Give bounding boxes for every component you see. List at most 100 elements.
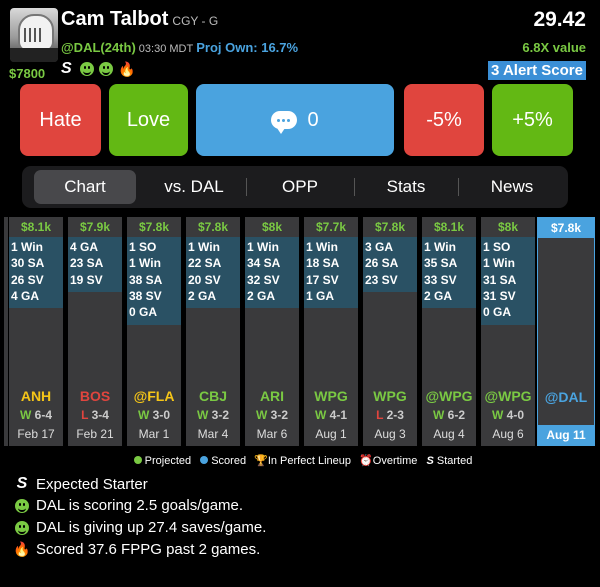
player-name[interactable]: Cam Talbot CGY - G — [61, 8, 218, 31]
result-letter: W — [196, 408, 209, 422]
scored-dot-icon — [200, 456, 209, 464]
column-opponent: @FLA — [133, 388, 175, 404]
started-s-icon: S — [61, 60, 72, 77]
stat-line: 1 Win — [483, 256, 515, 271]
stat-line: 19 SV — [70, 272, 103, 287]
love-button[interactable]: Love — [109, 84, 188, 156]
stat-line: 2 GA — [188, 288, 217, 303]
result-letter: W — [491, 408, 504, 422]
column-result: L 2-3 — [363, 408, 417, 422]
tab-chart[interactable]: Chart — [34, 170, 136, 204]
stat-line: 1 Win — [247, 240, 279, 254]
column-date: Mar 1 — [138, 427, 170, 441]
column-footer — [304, 385, 358, 446]
tab-stats[interactable]: Stats — [386, 177, 426, 196]
column-footer — [68, 385, 122, 446]
column-result: W 4-0 — [481, 408, 535, 422]
result-score: 6-4 — [34, 408, 52, 422]
trophy-icon: 🏆 — [254, 455, 268, 467]
opponent-rank: @DAL(24th) — [61, 40, 136, 55]
stat-line: 20 SV — [188, 272, 221, 287]
tab-vs-dal[interactable]: vs. DAL — [164, 177, 224, 196]
upcoming-game-column[interactable]: $7.8k @DAL Aug 11 — [537, 217, 595, 446]
column-opponent: WPG — [373, 388, 407, 404]
minus-5-label: -5% — [426, 108, 462, 131]
scored-bar — [481, 237, 535, 325]
stat-line: 30 SA — [11, 256, 45, 271]
alert-score-badge[interactable]: 3 Alert Score — [488, 61, 586, 80]
scored-bar — [245, 237, 299, 309]
column-date: Feb 21 — [76, 427, 114, 441]
column-opponent: WPG — [314, 388, 348, 404]
column-footer — [422, 385, 476, 446]
stat-line: 1 Win — [306, 240, 338, 254]
scored-bar — [422, 237, 476, 309]
stat-line: 1 SO — [129, 240, 157, 254]
column-date: Mar 6 — [256, 427, 288, 441]
minus-5-percent-button[interactable]: -5% — [404, 84, 484, 156]
column-salary: $8k — [497, 220, 519, 234]
column-date: Mar 4 — [197, 427, 229, 441]
upcoming-salary: $7.8k — [538, 218, 594, 238]
tab-opp[interactable]: OPP — [282, 177, 318, 196]
note-text: Expected Starter — [36, 475, 148, 493]
column-stats: 1 Win 30 SA 26 SV 4 GA — [9, 239, 63, 304]
column-salary: $7.7k — [315, 220, 347, 234]
column-stats: 4 GA 23 SA 19 SV — [68, 239, 122, 288]
scored-bar — [304, 237, 358, 309]
player-avatar — [10, 8, 58, 62]
stat-line: 17 SV — [306, 272, 339, 287]
upcoming-date: Aug 11 — [538, 425, 594, 445]
stat-line: 23 SV — [365, 272, 398, 287]
smile-icon — [99, 62, 113, 76]
game-log-chart: $8.1k 1 Win 30 SA 26 SV 4 GA ANH W 6-4 Feb 17 $7… — [4, 217, 596, 446]
flame-icon: 🔥 — [13, 541, 31, 557]
result-score: 3-2 — [211, 408, 229, 422]
column-salary: $7.8k — [138, 220, 170, 234]
column-footer — [245, 385, 299, 446]
smile-icon — [15, 520, 29, 535]
column-result: W 6-4 — [9, 408, 63, 422]
stat-line: 0 GA — [129, 305, 158, 320]
column-date: Aug 1 — [315, 427, 347, 441]
column-result: W 6-2 — [422, 408, 476, 422]
stat-line: 23 SA — [70, 256, 104, 271]
stat-line: 1 Win — [188, 240, 220, 254]
legend-started: Started — [436, 455, 473, 467]
player-salary: $7800 — [9, 66, 46, 81]
note-dal-scoring: DAL is scoring 2.5 goals/game. — [14, 497, 243, 514]
note-expected-starter: S Expected Starter — [14, 475, 148, 493]
hate-label: Hate — [39, 108, 82, 131]
plus-5-percent-button[interactable]: +5% — [492, 84, 573, 156]
stat-line: 31 SV — [483, 288, 516, 303]
column-stats: 1 Win 22 SA 20 SV 2 GA — [186, 239, 240, 304]
hate-button[interactable]: Hate — [20, 84, 101, 156]
column-footer — [127, 385, 181, 446]
legend-scored: Scored — [211, 455, 247, 467]
column-salary: $8.1k — [20, 220, 52, 234]
comments-button[interactable]: 0 — [196, 84, 394, 156]
stat-line: 22 SA — [188, 256, 222, 271]
column-salary: $8.1k — [433, 220, 465, 234]
status-icons: S 🔥 — [61, 60, 135, 78]
column-result: W 4-1 — [304, 408, 358, 422]
result-letter: W — [137, 408, 150, 422]
segmented-tabs: Chart vs. DAL OPP Stats News — [22, 166, 568, 208]
value-multiplier: 6.8X value — [522, 40, 586, 55]
result-score: 2-3 — [386, 408, 404, 422]
column-footer — [481, 385, 535, 446]
clock-icon: ⏰ — [359, 455, 373, 467]
column-footer — [186, 385, 240, 446]
started-s-icon: S — [426, 455, 434, 467]
legend-perfect-lineup: In Perfect Lineup — [267, 455, 351, 467]
love-label: Love — [126, 108, 171, 131]
stat-line: 1 Win — [129, 256, 161, 271]
column-salary: $7.8k — [374, 220, 406, 234]
column-result: L 3-4 — [68, 408, 122, 422]
tab-news[interactable]: News — [490, 177, 534, 196]
scored-bar — [9, 237, 63, 309]
column-result: W 3-2 — [245, 408, 299, 422]
column-opponent: ANH — [20, 388, 52, 404]
stat-line: 35 SA — [424, 256, 458, 271]
stat-line: 0 GA — [483, 305, 512, 320]
